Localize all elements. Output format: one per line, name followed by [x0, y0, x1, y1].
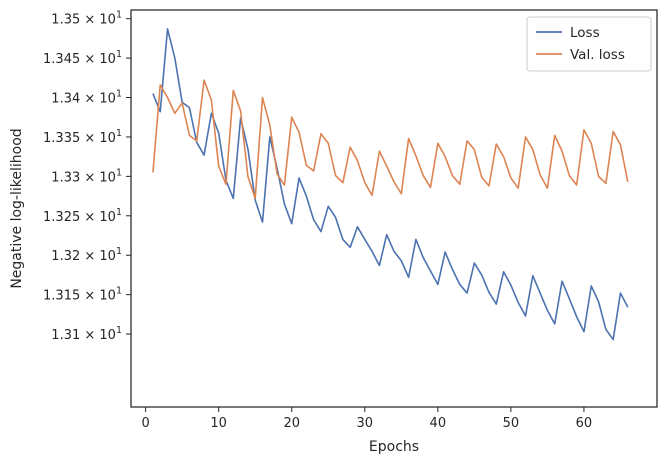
- y-tick-label: 1.325 × 101: [43, 207, 122, 225]
- y-tick-label: 1.345 × 101: [43, 49, 122, 67]
- y-tick-label: 1.315 × 101: [43, 286, 122, 304]
- series-line-val-loss: [152, 79, 629, 200]
- x-tick-label: 30: [357, 416, 374, 431]
- legend-label-loss: Loss: [570, 25, 600, 41]
- legend-box: [526, 16, 652, 72]
- y-tick-label: 1.31 × 101: [51, 325, 122, 343]
- x-axis-label: Epochs: [369, 439, 419, 455]
- x-tick-label: 0: [141, 416, 149, 431]
- y-tick-label: 1.35 × 101: [51, 10, 122, 28]
- y-axis-label: Negative log-likelihood: [9, 128, 25, 288]
- x-tick-label: 20: [283, 416, 300, 431]
- legend-label-val-loss: Val. loss: [570, 47, 625, 63]
- x-tick-label: 60: [576, 416, 593, 431]
- y-tick-label: 1.33 × 101: [51, 167, 122, 185]
- x-tick-label: 50: [503, 416, 520, 431]
- axes-frame: [130, 9, 658, 408]
- x-axis: 0 10 20 30 40 50 60: [141, 407, 592, 431]
- y-tick-label: 1.32 × 101: [51, 246, 122, 264]
- y-axis: 1.31 × 101 1.315 × 101 1.32 × 101 1.325 × 1…: [43, 10, 131, 343]
- legend: Loss Val. loss: [526, 16, 652, 72]
- y-tick-label: 1.34 × 101: [51, 89, 122, 107]
- y-tick-label: 1.335 × 101: [43, 128, 122, 146]
- plot-area: [152, 28, 629, 341]
- x-tick-label: 40: [430, 416, 447, 431]
- series-line-loss: [152, 28, 629, 341]
- x-tick-label: 10: [210, 416, 227, 431]
